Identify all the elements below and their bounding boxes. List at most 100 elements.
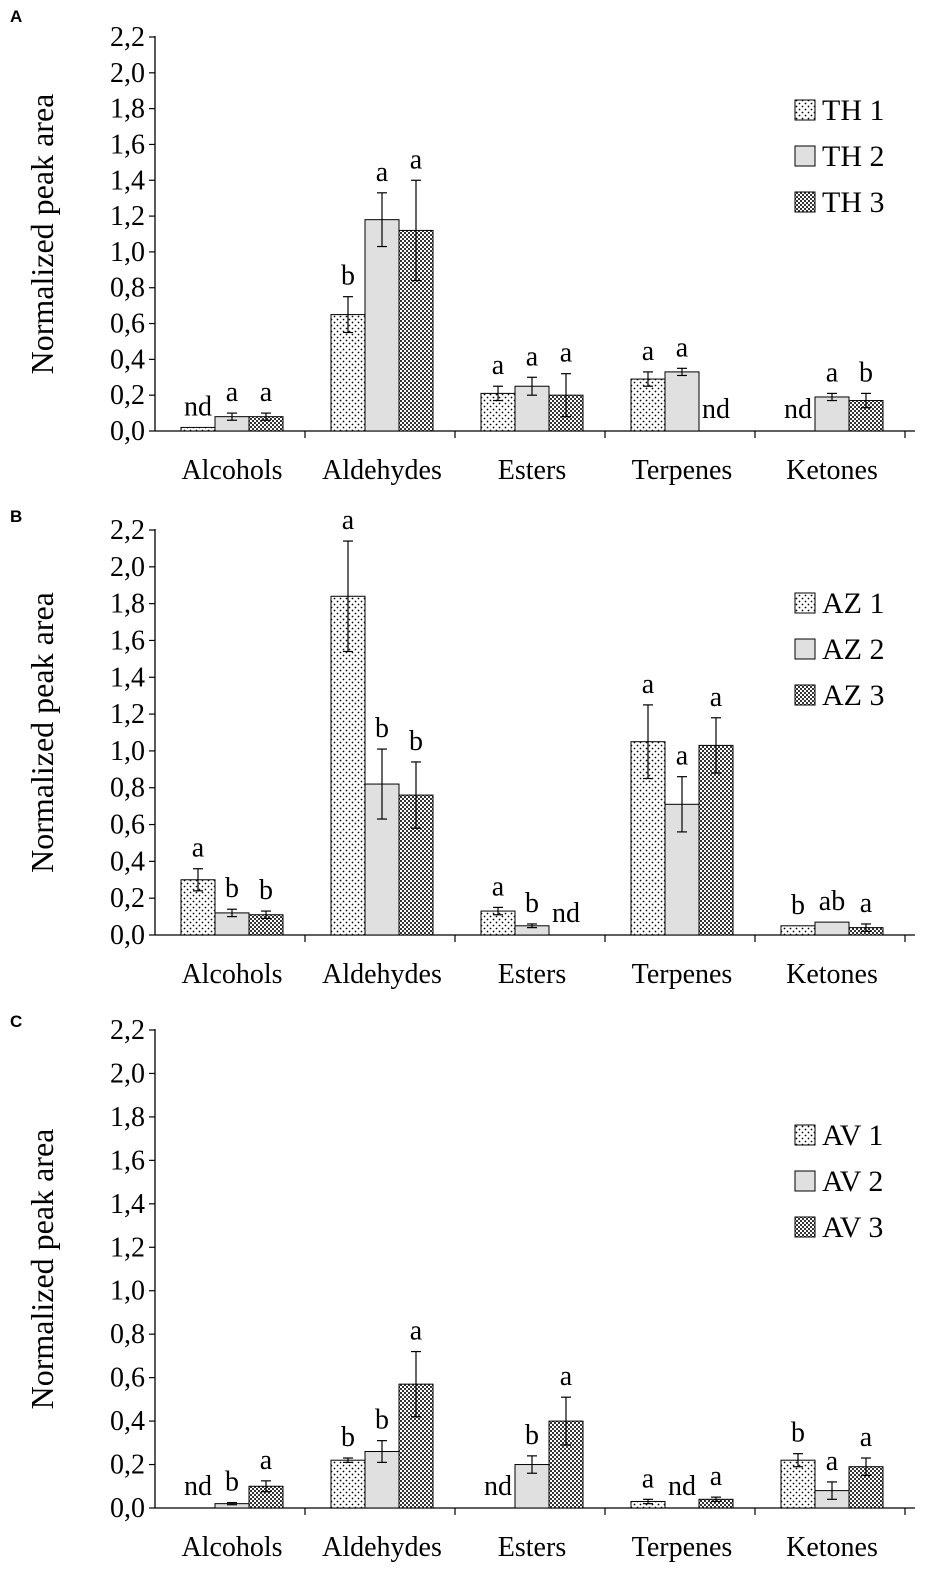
significance-label: b xyxy=(791,1418,805,1449)
significance-label: a xyxy=(492,350,505,381)
significance-label: nd xyxy=(484,1471,512,1502)
y-tick-label: 0,4 xyxy=(110,846,145,877)
panel-A: A 0,0 0,2 0,4 0,6 0,8 1,0 1,2 1,4 1,6 1,8 2,0 2,2 Nor… xyxy=(10,7,915,486)
legend-label: AV 1 xyxy=(822,1119,883,1152)
significance-label: b xyxy=(525,888,539,919)
legend-label: AV 2 xyxy=(822,1165,883,1198)
legend-swatch xyxy=(794,1124,816,1146)
x-category-label: Ketones xyxy=(786,1532,878,1563)
significance-label: a xyxy=(342,505,355,536)
y-axis-label: Normalized peak area xyxy=(24,1129,60,1410)
y-tick-label: 2,0 xyxy=(110,552,145,583)
x-category-label: Esters xyxy=(498,455,566,486)
y-tick-label: 0,6 xyxy=(110,1363,145,1394)
panel-B: B 0,0 0,2 0,4 0,6 0,8 1,0 1,2 1,4 1,6 1,8 2,0 2,2 Nor… xyxy=(10,505,915,990)
legend-swatch xyxy=(794,684,816,706)
legend-swatch xyxy=(794,145,816,167)
y-tick-label: 2,2 xyxy=(110,1015,145,1046)
x-category-label: Terpenes xyxy=(632,455,733,486)
significance-label: b xyxy=(525,1420,539,1451)
significance-label: a xyxy=(826,1446,839,1477)
bar xyxy=(330,1459,366,1509)
bar xyxy=(180,426,216,432)
legend-swatch xyxy=(794,99,816,121)
significance-label: a xyxy=(526,341,539,372)
y-tick-label: 1,6 xyxy=(110,1145,145,1176)
y-tick-label: 1,8 xyxy=(110,1102,145,1133)
y-tick-label: 1,6 xyxy=(110,625,145,656)
legend-label: TH 3 xyxy=(822,186,885,219)
x-category-label: Aldehydes xyxy=(322,1532,442,1563)
significance-label: a xyxy=(860,888,873,919)
significance-label: a xyxy=(492,871,505,902)
x-category-label: Alcohols xyxy=(181,1532,282,1563)
significance-label: a xyxy=(710,682,723,713)
legend-swatch xyxy=(794,191,816,213)
significance-label: b xyxy=(341,1422,355,1453)
significance-label: b xyxy=(225,1467,239,1498)
significance-label: a xyxy=(192,833,205,864)
significance-label: a xyxy=(410,144,423,175)
y-tick-label: 1,2 xyxy=(110,1232,145,1263)
significance-label: b xyxy=(225,873,239,904)
x-category-label: Aldehydes xyxy=(322,959,442,990)
y-tick-label: 2,0 xyxy=(110,1058,145,1089)
x-category-label: Alcohols xyxy=(181,455,282,486)
bar xyxy=(814,921,850,936)
x-category-label: Terpenes xyxy=(632,959,733,990)
legend-swatch xyxy=(794,638,816,660)
x-category-label: Esters xyxy=(498,1532,566,1563)
legend-label: AZ 2 xyxy=(822,633,885,666)
x-category-label: Ketones xyxy=(786,455,878,486)
bar xyxy=(814,396,850,432)
significance-label: a xyxy=(260,377,273,408)
y-tick-label: 1,2 xyxy=(110,201,145,232)
significance-label: a xyxy=(560,338,573,369)
y-tick-label: 1,8 xyxy=(110,94,145,125)
y-tick-label: 0,8 xyxy=(110,1319,145,1350)
y-tick-label: 0,2 xyxy=(110,883,145,914)
legend-label: TH 1 xyxy=(822,94,885,127)
y-tick-label: 0,8 xyxy=(110,273,145,304)
y-axis-label: Normalized peak area xyxy=(24,94,60,375)
significance-label: a xyxy=(260,1445,273,1476)
significance-label: nd xyxy=(552,898,580,929)
bar xyxy=(630,378,666,432)
significance-label: b xyxy=(859,357,873,388)
significance-label: nd xyxy=(702,394,730,425)
legend-swatch xyxy=(794,1216,816,1238)
y-tick-label: 0,4 xyxy=(110,1406,145,1437)
y-tick-label: 1,4 xyxy=(110,662,145,693)
significance-label: ab xyxy=(819,886,845,917)
panel-letter: A xyxy=(10,7,22,26)
y-axis-label: Normalized peak area xyxy=(24,592,60,873)
legend-label: AZ 3 xyxy=(822,679,885,712)
significance-label: b xyxy=(791,890,805,921)
y-tick-label: 1,8 xyxy=(110,589,145,620)
y-tick-label: 0,0 xyxy=(110,416,145,447)
significance-label: a xyxy=(826,357,839,388)
y-tick-label: 1,0 xyxy=(110,1276,145,1307)
bar xyxy=(780,925,816,936)
y-tick-label: 2,2 xyxy=(110,22,145,53)
legend-label: AV 3 xyxy=(822,1211,883,1244)
significance-label: b xyxy=(375,1405,389,1436)
x-category-label: Aldehydes xyxy=(322,455,442,486)
y-tick-label: 2,0 xyxy=(110,58,145,89)
bar xyxy=(364,219,400,432)
legend-label: AZ 1 xyxy=(822,587,885,620)
y-tick-label: 1,0 xyxy=(110,736,145,767)
significance-label: nd xyxy=(668,1471,696,1502)
significance-label: a xyxy=(710,1461,723,1492)
y-tick-label: 0,6 xyxy=(110,309,145,340)
significance-label: b xyxy=(259,875,273,906)
significance-label: b xyxy=(375,713,389,744)
y-tick-label: 0,8 xyxy=(110,773,145,804)
panel-letter: C xyxy=(10,1012,22,1031)
y-tick-label: 0,2 xyxy=(110,380,145,411)
significance-label: nd xyxy=(184,391,212,422)
y-tick-label: 1,4 xyxy=(110,165,145,196)
bar xyxy=(780,1459,816,1509)
x-category-label: Alcohols xyxy=(181,959,282,990)
legend-label: TH 2 xyxy=(822,140,885,173)
